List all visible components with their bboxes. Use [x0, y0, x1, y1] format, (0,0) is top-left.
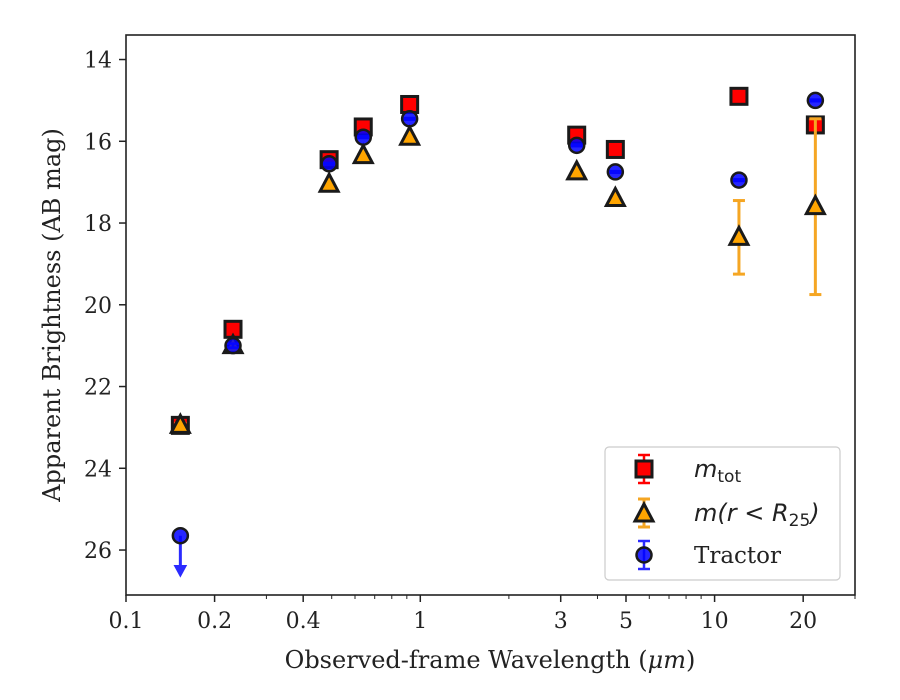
- m-r25-point: [398, 123, 422, 146]
- x-tick-label: 20: [789, 609, 817, 634]
- m-r25-point: [803, 193, 827, 216]
- legend: mtot m(r < R25) Tractor: [604, 446, 841, 581]
- tractor-point: [400, 110, 419, 128]
- legend-tractor-marker: [635, 546, 653, 564]
- y-tick-label: 18: [84, 212, 112, 237]
- tractor-point: [224, 336, 242, 355]
- m-tot-point: [605, 139, 625, 159]
- legend-label-m-tot: mtot: [694, 455, 741, 487]
- tractor-point: [730, 171, 748, 189]
- m-tot-point: [729, 86, 749, 106]
- x-tick-label: 5: [619, 609, 633, 634]
- y-tick-label: 22: [84, 376, 112, 401]
- tractor-point: [606, 163, 625, 181]
- tractor-point: [567, 136, 586, 155]
- tractor-point: [806, 91, 825, 110]
- legend-label-tractor: Tractor: [694, 543, 781, 569]
- x-axis-label: Observed-frame Wavelength (μm): [285, 646, 696, 674]
- m-r25-point: [351, 142, 375, 165]
- y-tick-label: 16: [84, 130, 112, 155]
- tractor-point: [354, 128, 373, 146]
- legend-label-m-r25: m(r < R25): [694, 499, 820, 531]
- m-r25-point: [317, 170, 341, 193]
- y-tick-label: 24: [84, 457, 112, 482]
- tractor-point: [320, 155, 338, 173]
- legend-m-tot-marker: [634, 459, 654, 479]
- legend-box: [604, 446, 841, 581]
- x-tick-label: 0.2: [197, 609, 232, 634]
- x-tick-label: 3: [554, 609, 568, 634]
- x-tick-label: 0.1: [109, 609, 144, 634]
- y-tick-label: 26: [84, 539, 112, 564]
- m-r25-point: [603, 185, 627, 208]
- y-tick-label: 14: [84, 49, 112, 74]
- m-r25-point: [168, 412, 192, 434]
- y-axis-label: Apparent Brightness (AB mag): [38, 128, 66, 503]
- x-tick-label: 10: [701, 609, 729, 634]
- tractor-upper-limit-arrow: [173, 565, 188, 578]
- tractor-point: [171, 526, 190, 545]
- y-tick-label: 20: [84, 294, 112, 319]
- m-r25-point: [565, 158, 589, 181]
- x-tick-label: 0.4: [286, 609, 321, 634]
- plot-frame: [125, 34, 856, 596]
- legend-m-r25-marker: [632, 500, 656, 523]
- m-r25-point: [727, 224, 751, 246]
- x-tick-label: 1: [413, 609, 427, 634]
